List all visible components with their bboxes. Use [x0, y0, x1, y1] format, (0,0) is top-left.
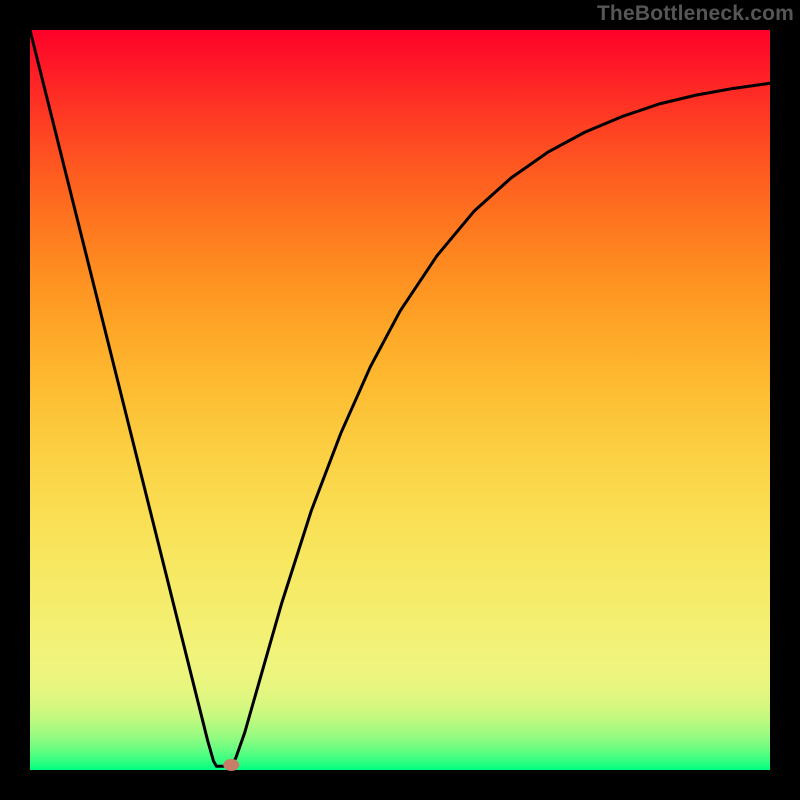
optimal-point-marker — [223, 759, 239, 771]
bottleneck-chart — [0, 0, 800, 800]
chart-gradient-bg — [30, 30, 770, 770]
watermark-text: TheBottleneck.com — [597, 2, 794, 26]
chart-frame: TheBottleneck.com — [0, 0, 800, 800]
